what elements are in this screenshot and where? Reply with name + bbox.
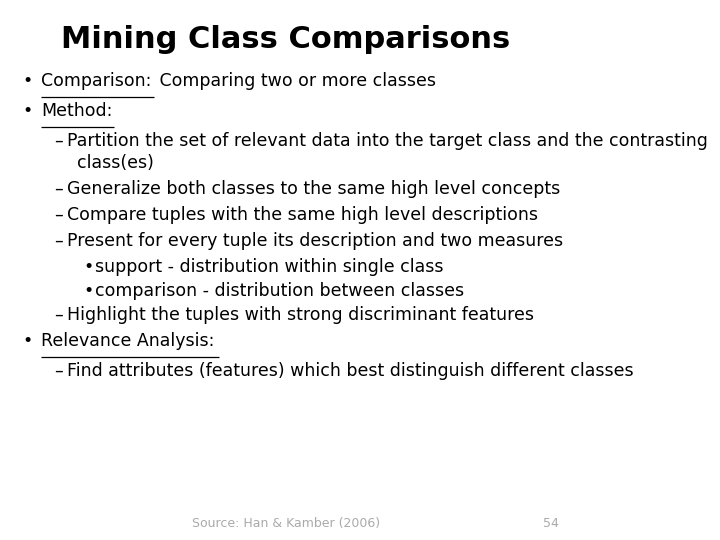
Text: •: •	[84, 258, 94, 276]
Text: •: •	[22, 332, 32, 350]
Text: •: •	[84, 282, 94, 300]
Text: Comparing two or more classes: Comparing two or more classes	[154, 72, 436, 90]
Text: Comparison:: Comparison:	[41, 72, 152, 90]
Text: Partition the set of relevant data into the target class and the contrasting: Partition the set of relevant data into …	[68, 132, 708, 150]
Text: •: •	[22, 102, 32, 120]
Text: Find attributes (features) which best distinguish different classes: Find attributes (features) which best di…	[68, 362, 634, 380]
Text: 54: 54	[544, 517, 559, 530]
Text: support - distribution within single class: support - distribution within single cla…	[95, 258, 444, 276]
Text: •: •	[22, 72, 32, 90]
Text: Source: Han & Kamber (2006): Source: Han & Kamber (2006)	[192, 517, 379, 530]
Text: Compare tuples with the same high level descriptions: Compare tuples with the same high level …	[68, 206, 539, 224]
Text: Relevance Analysis:: Relevance Analysis:	[41, 332, 215, 350]
Text: Generalize both classes to the same high level concepts: Generalize both classes to the same high…	[68, 180, 561, 198]
Text: class(es): class(es)	[77, 154, 154, 172]
Text: Method:: Method:	[41, 102, 112, 120]
Text: –: –	[54, 232, 63, 250]
Text: –: –	[54, 306, 63, 324]
Text: –: –	[54, 206, 63, 224]
Text: Mining Class Comparisons: Mining Class Comparisons	[61, 25, 510, 54]
Text: –: –	[54, 180, 63, 198]
Text: –: –	[54, 362, 63, 380]
Text: –: –	[54, 132, 63, 150]
Text: Highlight the tuples with strong discriminant features: Highlight the tuples with strong discrim…	[68, 306, 534, 324]
Text: Present for every tuple its description and two measures: Present for every tuple its description …	[68, 232, 564, 250]
Text: comparison - distribution between classes: comparison - distribution between classe…	[95, 282, 464, 300]
